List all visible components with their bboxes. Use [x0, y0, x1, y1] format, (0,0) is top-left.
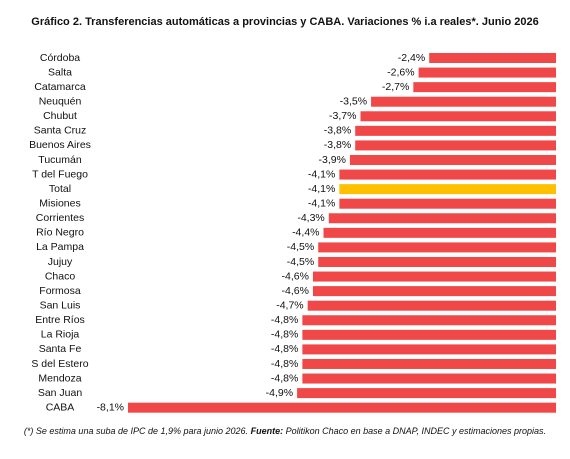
value-label: -3,5% — [340, 95, 367, 107]
footnote-source: Politikon Chaco en base a DNAP, INDEC y … — [286, 426, 546, 436]
value-label: -3,7% — [329, 110, 356, 122]
category-label: Santa Fe — [39, 343, 82, 355]
value-label: -4,8% — [271, 343, 298, 355]
bar — [307, 300, 556, 311]
bar — [355, 140, 556, 151]
category-label: Misiones — [39, 197, 80, 209]
category-label: Salta — [48, 66, 72, 78]
value-label: -4,5% — [287, 256, 314, 268]
category-label: Chubut — [43, 110, 77, 122]
value-label: -2,4% — [398, 52, 425, 64]
bar — [360, 111, 556, 122]
value-label: -3,9% — [318, 154, 345, 166]
category-label: La Pampa — [36, 241, 84, 253]
category-label: Mendoza — [38, 372, 81, 384]
value-label: -2,7% — [382, 81, 409, 93]
value-label: -4,9% — [266, 387, 293, 399]
bar — [413, 82, 556, 93]
value-label: -2,6% — [387, 66, 414, 78]
bar — [339, 198, 556, 209]
bar — [318, 242, 556, 253]
category-label: Santa Cruz — [34, 125, 87, 137]
category-label: Córdoba — [40, 52, 80, 64]
category-label: Tucumán — [38, 154, 82, 166]
value-label: -4,1% — [308, 168, 335, 180]
bar — [302, 358, 556, 369]
value-label: -4,1% — [308, 183, 335, 195]
footnote-note: (*) Se estima una suba de IPC de 1,9% pa… — [24, 426, 248, 436]
bar — [312, 286, 556, 297]
category-label: Formosa — [39, 285, 81, 297]
category-label: Chaco — [45, 270, 76, 282]
category-label: Total — [49, 183, 71, 195]
bar — [297, 388, 556, 399]
value-label: -4,6% — [282, 285, 309, 297]
category-label: Entre Ríos — [35, 314, 85, 326]
value-label: -4,7% — [276, 299, 303, 311]
value-label: -4,8% — [271, 358, 298, 370]
category-label: Río Negro — [36, 227, 84, 239]
category-label: Jujuy — [48, 256, 73, 268]
value-label: -4,8% — [271, 314, 298, 326]
category-label: Catamarca — [34, 81, 86, 93]
value-label: -4,4% — [292, 227, 319, 239]
value-label: -4,8% — [271, 329, 298, 341]
footnote: (*) Se estima una suba de IPC de 1,9% pa… — [24, 426, 546, 436]
footnote-source-label: Fuente: — [251, 426, 284, 436]
bar — [312, 271, 556, 282]
bar — [302, 329, 556, 340]
bar — [371, 96, 556, 107]
value-label: -4,1% — [308, 197, 335, 209]
bar — [349, 154, 556, 165]
category-label: Corrientes — [36, 212, 84, 224]
value-label: -4,3% — [297, 212, 324, 224]
category-label: San Juan — [38, 387, 83, 399]
value-label: -4,6% — [282, 270, 309, 282]
bar — [318, 256, 556, 267]
value-label: -4,8% — [271, 372, 298, 384]
category-label: Neuquén — [39, 95, 82, 107]
bar — [328, 213, 556, 224]
bar — [302, 373, 556, 384]
bar — [355, 125, 556, 136]
category-label: San Luis — [40, 299, 81, 311]
bar — [339, 169, 556, 180]
chart-title: Gráfico 2. Transferencias automáticas a … — [31, 16, 538, 28]
category-label: Buenos Aires — [29, 139, 91, 151]
category-label: S del Estero — [31, 358, 88, 370]
bar — [418, 67, 556, 78]
bar — [323, 227, 556, 238]
value-label: -3,8% — [324, 139, 351, 151]
value-label: -3,8% — [324, 125, 351, 137]
value-label: -8,1% — [97, 401, 124, 413]
bar — [302, 344, 556, 355]
bar — [128, 402, 556, 413]
bar — [429, 53, 556, 63]
value-label: -4,5% — [287, 241, 314, 253]
bar — [302, 315, 556, 326]
category-label: CABA — [46, 401, 75, 413]
category-label: La Rioja — [41, 329, 80, 341]
category-label: T del Fuego — [32, 168, 88, 180]
bar — [339, 184, 556, 195]
